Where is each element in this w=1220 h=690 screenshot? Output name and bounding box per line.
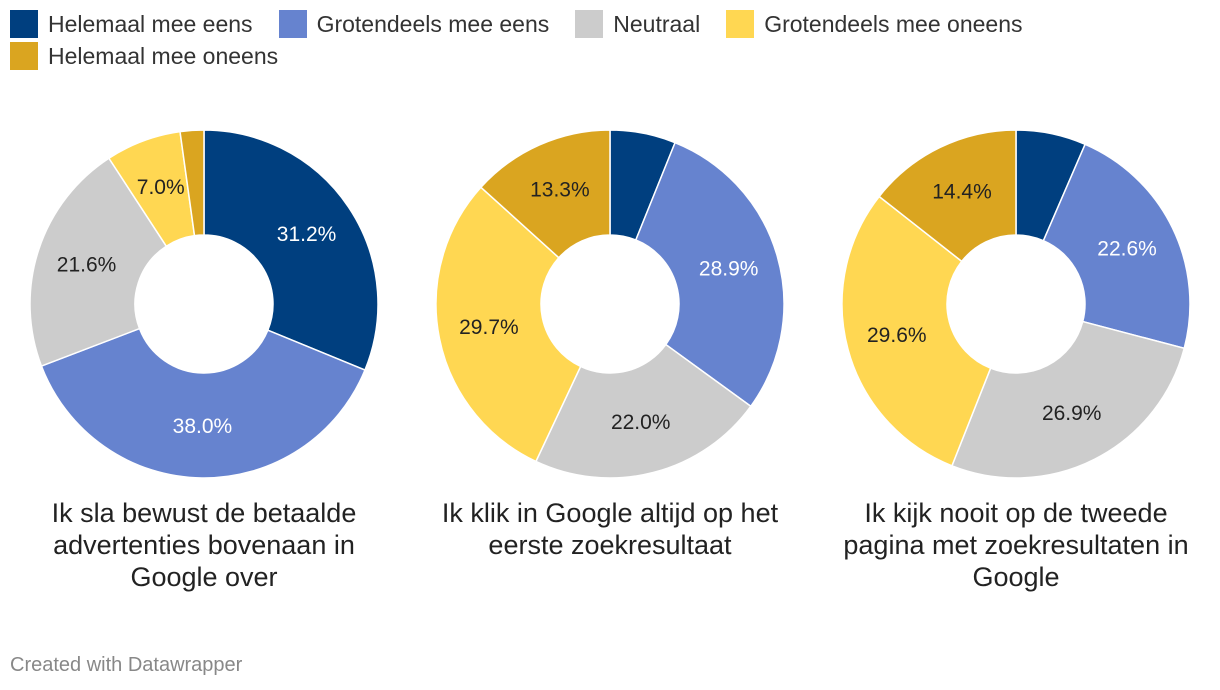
chart-title-3: Ik kijk nooit op de tweede pagina met zo…: [843, 498, 1189, 592]
legend-swatch: [278, 10, 307, 38]
legend-label: Helemaal mee oneens: [48, 42, 279, 69]
legend-item-neutraal: Neutraal: [575, 10, 700, 38]
slice-label: 31.2%: [277, 223, 337, 246]
slice-label: 14.4%: [932, 180, 992, 203]
credit-text: Created with Datawrapper: [10, 654, 243, 676]
legend-swatch: [10, 10, 38, 38]
legend-label: Grotendeels mee eens: [316, 10, 550, 37]
pie-slice: [203, 129, 379, 372]
pie-slice: [29, 157, 168, 367]
legend-swatch: [575, 10, 604, 38]
pie-slice: [950, 320, 1186, 479]
pie-slice: [1042, 143, 1191, 350]
legend: Helemaal mee eens Grotendeels mee eens N…: [10, 8, 1190, 72]
slice-label: 22.6%: [1097, 238, 1157, 261]
pie-slice: [534, 343, 752, 479]
chart-title-2: Ik klik in Google altijd op het eerste z…: [441, 498, 779, 560]
slice-label: 38.0%: [173, 415, 233, 438]
pie-slice: [435, 186, 582, 463]
legend-row-1: Helemaal mee eens Grotendeels mee eens N…: [10, 8, 1190, 40]
chart-title-1: Ik sla bewust de betaalde advertenties b…: [51, 498, 357, 592]
legend-label: Grotendeels mee oneens: [764, 10, 1023, 37]
pie-slice: [878, 129, 1017, 263]
pie-slice: [634, 141, 785, 408]
legend-swatch: [10, 42, 38, 70]
pie-slice: [479, 129, 611, 259]
legend-item-helemaal-mee-eens: Helemaal mee eens: [10, 10, 253, 38]
legend-item-grotendeels-mee-oneens: Grotendeels mee oneens: [726, 10, 1022, 38]
slice-label: 22.0%: [611, 411, 671, 434]
slice-label: 26.9%: [1042, 402, 1102, 425]
pie-slice: [841, 195, 992, 467]
legend-swatch: [726, 10, 755, 38]
slice-label: 29.7%: [459, 316, 519, 339]
pie-slice: [179, 129, 205, 237]
legend-row-2: Helemaal mee oneens: [10, 40, 1190, 72]
slice-label: 13.3%: [530, 179, 590, 202]
slice-label: 29.6%: [867, 324, 927, 347]
slice-label: 21.6%: [57, 253, 117, 276]
legend-label: Helemaal mee eens: [48, 10, 253, 37]
slice-label: 7.0%: [137, 176, 185, 199]
legend-item-grotendeels-mee-eens: Grotendeels mee eens: [278, 10, 550, 38]
slice-label: 28.9%: [699, 257, 759, 280]
legend-label: Neutraal: [613, 10, 701, 37]
pie-slice: [40, 327, 366, 479]
legend-item-helemaal-mee-oneens: Helemaal mee oneens: [10, 42, 278, 70]
